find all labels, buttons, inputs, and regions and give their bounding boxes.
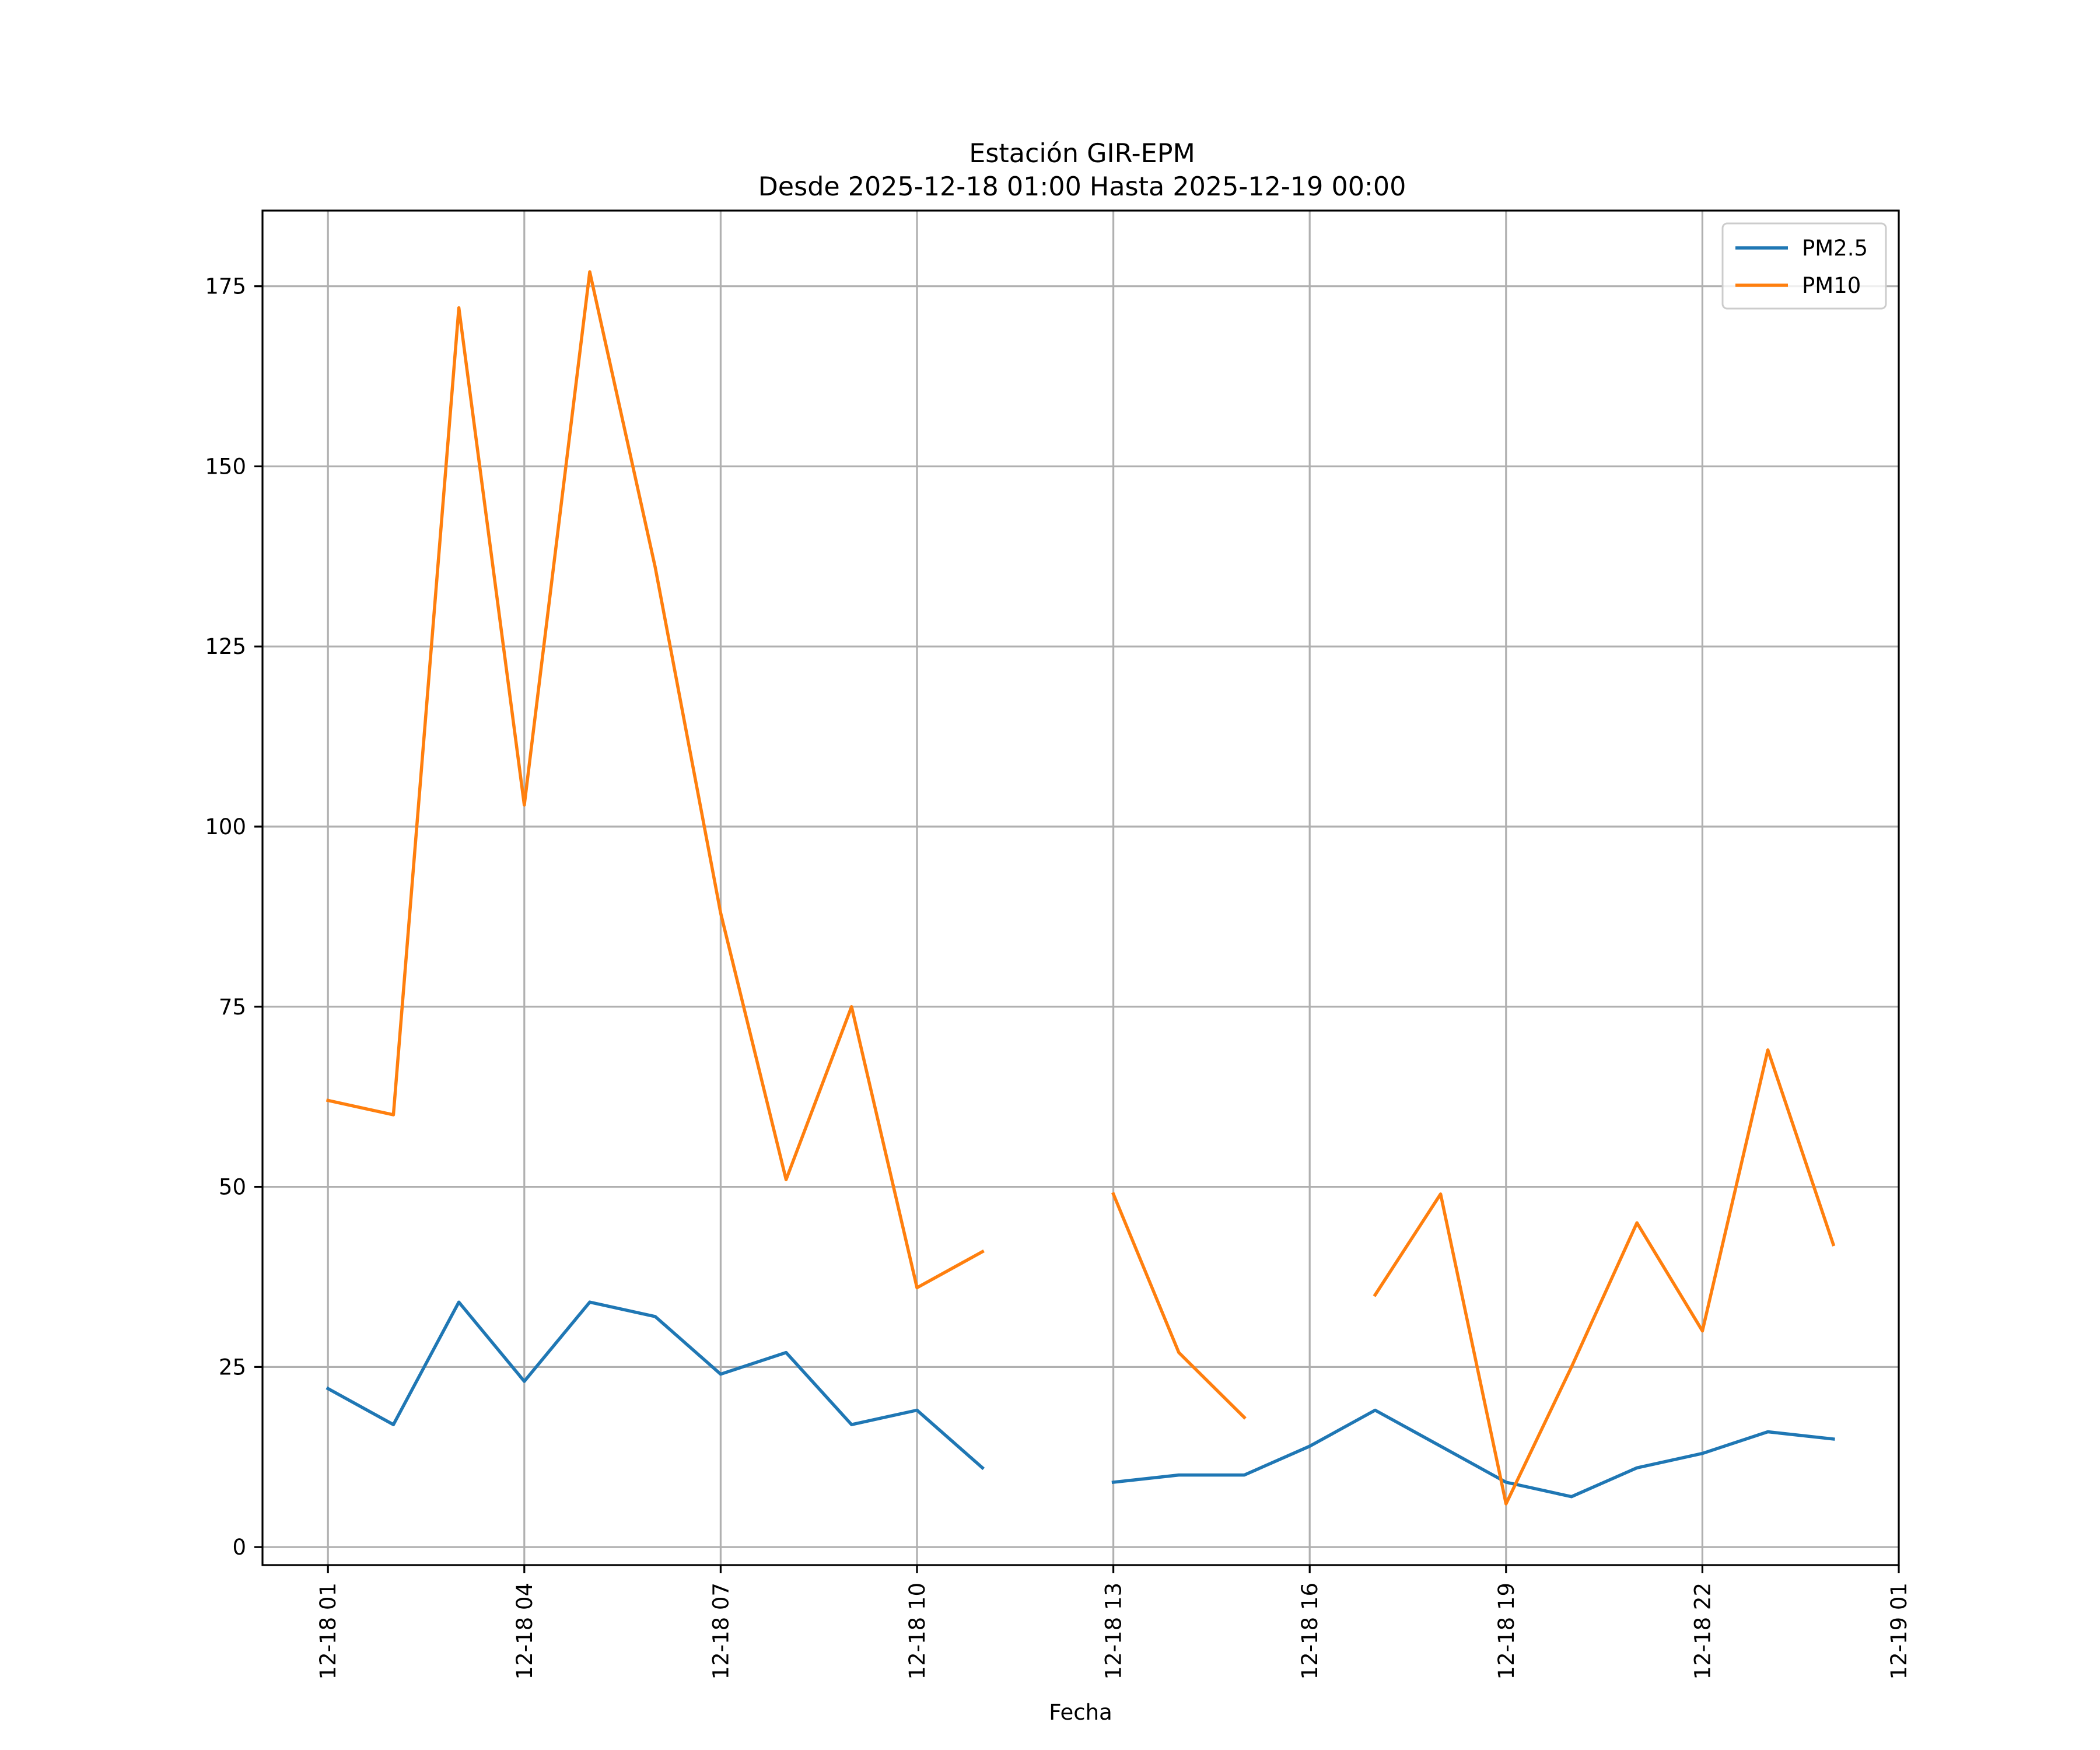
series-pm10 bbox=[326, 270, 1836, 1506]
legend-label: PM2.5 bbox=[1802, 236, 1868, 261]
y-axis: 0 25 50 75 100 125 150 175 bbox=[205, 274, 262, 1560]
x-tick-label: 12-19 01 bbox=[1887, 1583, 1912, 1679]
x-tick-label: 12-18 13 bbox=[1101, 1583, 1126, 1679]
x-tick-label: 12-18 04 bbox=[512, 1583, 537, 1679]
series-line-segment bbox=[1373, 1048, 1836, 1506]
x-tick-label: 12-18 10 bbox=[905, 1583, 930, 1679]
grid bbox=[262, 211, 1900, 1565]
x-tick-label: 12-18 19 bbox=[1494, 1583, 1519, 1679]
series-line-segment bbox=[1111, 1192, 1247, 1420]
x-tick-label: 12-18 22 bbox=[1690, 1583, 1715, 1679]
legend-box bbox=[1721, 222, 1887, 310]
series-line-segment bbox=[326, 1300, 985, 1471]
legend-label: PM10 bbox=[1802, 273, 1861, 298]
y-tick-label: 25 bbox=[219, 1354, 246, 1380]
y-tick-label: 125 bbox=[205, 634, 246, 659]
y-tick-label: 0 bbox=[232, 1535, 246, 1560]
x-tick-label: 12-18 01 bbox=[316, 1583, 341, 1679]
x-tick-label: 12-18 16 bbox=[1297, 1583, 1322, 1679]
y-tick-label: 75 bbox=[219, 995, 246, 1020]
series-layer bbox=[326, 270, 1836, 1506]
x-axis: 12-18 01 12-18 04 12-18 07 12-18 10 12-18 13… bbox=[316, 1565, 1912, 1679]
chart-title: Estación GIR-EPM bbox=[969, 139, 1195, 169]
y-tick-label: 100 bbox=[205, 814, 246, 839]
x-axis-title: Fecha bbox=[1049, 1700, 1112, 1725]
series-line-segment bbox=[326, 270, 985, 1290]
x-tick-label: 12-18 07 bbox=[708, 1583, 733, 1679]
y-tick-label: 50 bbox=[219, 1175, 246, 1200]
plot-frame bbox=[261, 209, 1900, 1566]
series-pm2-5 bbox=[326, 1300, 1835, 1499]
y-tick-label: 175 bbox=[205, 274, 246, 299]
chart-subtitle: Desde 2025-12-18 01:00 Hasta 2025-12-19 … bbox=[758, 172, 1406, 202]
series-line-segment bbox=[1111, 1408, 1835, 1499]
y-tick-label: 150 bbox=[205, 454, 246, 479]
legend: PM2.5 PM10 bbox=[1721, 222, 1887, 310]
